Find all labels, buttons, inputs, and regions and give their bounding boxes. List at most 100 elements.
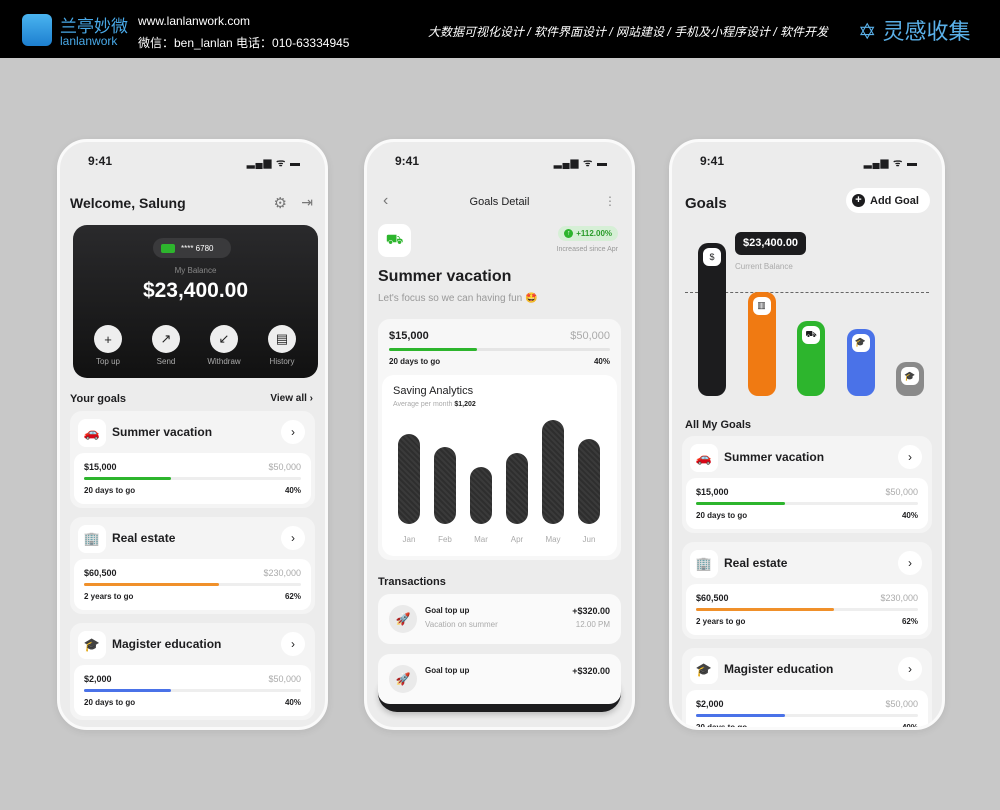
action-withdraw-button[interactable]: ↙ Withdraw xyxy=(199,325,249,366)
goal-bar[interactable]: $ xyxy=(698,243,726,396)
car-icon: 🚗 xyxy=(78,419,106,447)
status-time: 9:41 xyxy=(700,154,725,168)
chevron-right-icon[interactable]: › xyxy=(898,551,922,575)
logout-icon[interactable]: ⇥ xyxy=(301,194,313,210)
building-icon: 🏢 xyxy=(690,550,718,578)
month-bar-mar[interactable] xyxy=(470,466,492,524)
dollar-icon: $ xyxy=(703,248,721,266)
arrow-up-right-icon: ↗ xyxy=(152,325,180,353)
rocket-icon: 🚀 xyxy=(389,665,417,693)
goal-bar[interactable]: 🎓 xyxy=(896,362,924,396)
action-label: Top up xyxy=(95,357,121,366)
site-url[interactable]: www.lanlanwork.com xyxy=(138,14,251,28)
chevron-right-icon[interactable]: › xyxy=(281,632,305,656)
arrow-up-icon: ↑ xyxy=(564,229,574,238)
action-top-up-button[interactable]: + Top up xyxy=(83,325,133,366)
month-label: Apr xyxy=(510,535,524,544)
goal-progress-fill xyxy=(696,502,785,505)
goal-progress-bar xyxy=(696,502,918,505)
goal-target: $50,000 xyxy=(885,699,918,709)
action-label: Send xyxy=(156,357,176,366)
goal-detail-screen: 9:41 ▂▄▆ ᯤ ▬ ‹ Goals Detail ⋮ ⛟ ↑ +112.00… xyxy=(364,139,635,730)
chevron-right-icon[interactable]: › xyxy=(281,420,305,444)
rocket-icon: 🚀 xyxy=(389,605,417,633)
gear-icon[interactable]: ⚙ xyxy=(273,195,287,212)
goals-screen: 9:41 ▂▄▆ ᯤ ▬ Goals + Add Goal $ ▥ ⛟ 🎓 🎓 $23,4… xyxy=(669,139,945,730)
card-icon xyxy=(161,243,175,253)
goal-progress-fill xyxy=(696,608,834,611)
month-bar-may[interactable] xyxy=(542,420,564,524)
transaction-title: Goal top up xyxy=(425,606,470,615)
goal-title: Summer vacation xyxy=(378,268,512,285)
growth-value: +112.00% xyxy=(576,229,612,238)
balance-tooltip-label: Current Balance xyxy=(735,262,793,271)
goal-card[interactable]: 🎓 Magister education › $2,000 $50,000 20 … xyxy=(70,623,315,720)
transaction-row[interactable]: 🚀 Goal top up Vacation on summer +$320.0… xyxy=(378,594,621,644)
balance-label: My Balance xyxy=(174,266,217,275)
goal-bar[interactable]: ▥ xyxy=(747,291,776,396)
goal-progress-fill xyxy=(84,689,171,692)
view-all-link[interactable]: View all › xyxy=(270,393,313,404)
more-button[interactable]: ⋮ xyxy=(604,194,616,208)
home-screen: 9:41 ▂▄▆ ᯤ ▬ Welcome, Salung ⚙ ⇥ **** 67… xyxy=(57,139,328,730)
saving-analytics-chart: Saving Analytics Average per month $1,20… xyxy=(382,375,617,556)
goal-card[interactable]: 🎓 Magister education › $2,000 $50,000 20 … xyxy=(682,648,932,730)
growth-badge: ↑ +112.00% xyxy=(558,226,618,241)
month-bar-jan[interactable] xyxy=(398,433,420,524)
graduation-cap-icon: 🎓 xyxy=(78,631,106,659)
goal-saved: $60,500 xyxy=(84,568,117,578)
month-bar-feb[interactable] xyxy=(434,447,456,524)
card-chip[interactable]: **** 6780 xyxy=(153,238,231,258)
transaction-row[interactable]: 🚀 Goal top up +$320.00 xyxy=(378,654,621,704)
goal-card[interactable]: 🏢 Real estate › $60,500 $230,000 2 years … xyxy=(70,517,315,614)
action-send-button[interactable]: ↗ Send xyxy=(141,325,191,366)
car-icon: 🚗 xyxy=(690,444,718,472)
goal-progress-fill xyxy=(84,477,171,480)
transaction-title: Goal top up xyxy=(425,666,470,675)
analytics-title: Saving Analytics xyxy=(393,385,474,397)
progress-percent: 40% xyxy=(593,357,610,366)
goal-card[interactable]: 🚗 Summer vacation › $15,000 $50,000 20 da… xyxy=(70,411,315,508)
status-time: 9:41 xyxy=(395,154,420,168)
month-bar-jun[interactable] xyxy=(578,438,600,524)
goal-name: Summer vacation xyxy=(112,425,213,439)
goal-card[interactable]: 🚗 Summer vacation › $15,000 $50,000 20 da… xyxy=(682,436,932,533)
goal-remaining: 20 days to go xyxy=(696,511,748,520)
goal-percent: 40% xyxy=(901,723,918,730)
goal-target: $230,000 xyxy=(880,593,918,603)
graduation-cap-icon: 🎓 xyxy=(851,333,870,352)
goals-heading: Your goals xyxy=(70,393,127,405)
goal-saved: $15,000 xyxy=(84,462,117,472)
goal-target: $50,000 xyxy=(885,487,918,497)
goal-percent: 40% xyxy=(901,511,918,520)
site-header: 兰亭妙微 lanlanwork www.lanlanwork.com 微信：be… xyxy=(0,0,1000,58)
month-bar-apr[interactable] xyxy=(506,453,528,524)
status-icons: ▂▄▆ ᯤ ▬ xyxy=(246,158,301,169)
month-label: Jan xyxy=(402,535,416,544)
saved-amount: $15,000 xyxy=(389,330,429,342)
goal-percent: 62% xyxy=(901,617,918,626)
back-button[interactable]: ‹ xyxy=(383,192,389,209)
balance-amount: $23,400.00 xyxy=(142,279,249,302)
goal-bar[interactable]: 🎓 xyxy=(846,328,875,396)
action-label: Withdraw xyxy=(207,357,241,366)
car-icon: ⛟ xyxy=(378,224,411,257)
month-label: Jun xyxy=(582,535,596,544)
arrow-down-left-icon: ↙ xyxy=(210,325,238,353)
plus-icon: + xyxy=(94,325,122,353)
goal-target: $50,000 xyxy=(268,462,301,472)
month-label: Mar xyxy=(474,535,488,544)
transaction-amount: +$320.00 xyxy=(572,606,610,616)
goal-card[interactable]: 🏢 Real estate › $60,500 $230,000 2 years … xyxy=(682,542,932,639)
chevron-right-icon[interactable]: › xyxy=(281,526,305,550)
goal-name: Magister education xyxy=(112,637,222,651)
target-amount: $50,000 xyxy=(570,330,610,342)
chevron-right-icon[interactable]: › xyxy=(898,657,922,681)
goal-remaining: 2 years to go xyxy=(696,617,746,626)
building-icon: ▥ xyxy=(752,296,771,315)
goal-bar[interactable]: ⛟ xyxy=(797,321,825,396)
add-goal-button[interactable]: + Add Goal xyxy=(846,188,930,213)
action-history-button[interactable]: ▤ History xyxy=(257,325,307,366)
chevron-right-icon[interactable]: › xyxy=(898,445,922,469)
all-goals-heading: All My Goals xyxy=(685,419,752,431)
